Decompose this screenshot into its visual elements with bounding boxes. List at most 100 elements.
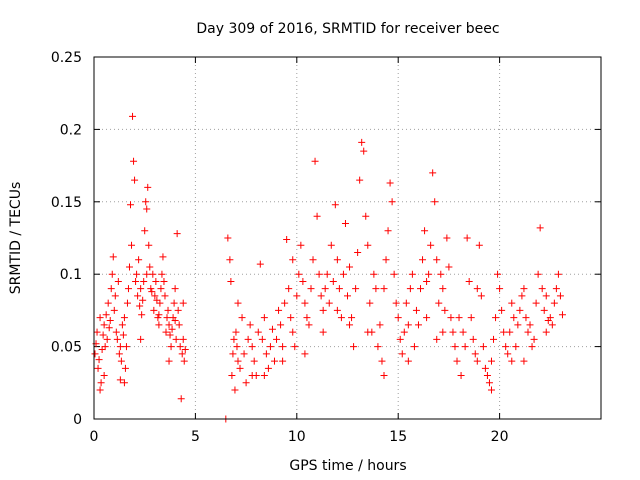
data-point — [155, 321, 163, 329]
data-point — [374, 343, 382, 351]
data-point — [159, 253, 167, 261]
data-point — [301, 299, 309, 307]
x-tick-label: 15 — [389, 429, 407, 445]
data-point — [439, 285, 447, 293]
data-point — [459, 328, 467, 336]
data-point — [234, 299, 242, 307]
data-point — [120, 314, 128, 322]
data-point — [128, 241, 136, 249]
data-point — [356, 176, 364, 184]
data-point — [380, 285, 388, 293]
data-point — [104, 299, 112, 307]
data-point — [364, 241, 372, 249]
data-point — [122, 343, 130, 351]
data-point — [423, 277, 431, 285]
data-point — [228, 372, 236, 380]
data-point — [106, 317, 114, 325]
data-point — [487, 386, 495, 394]
data-point — [386, 179, 394, 187]
data-point — [364, 328, 372, 336]
data-point — [376, 321, 384, 329]
data-point — [98, 345, 106, 353]
data-point — [100, 372, 108, 380]
data-point — [248, 343, 256, 351]
plot-frame — [93, 56, 602, 420]
data-point — [412, 306, 420, 314]
data-point — [164, 306, 172, 314]
data-point — [435, 299, 443, 307]
data-point — [242, 379, 250, 387]
data-point — [179, 335, 187, 343]
data-point — [162, 328, 170, 336]
data-point — [285, 285, 293, 293]
data-point — [181, 345, 189, 353]
data-point — [548, 321, 556, 329]
data-point — [556, 292, 564, 300]
data-point — [268, 325, 276, 333]
data-point — [275, 306, 283, 314]
data-point — [134, 292, 142, 300]
data-point — [303, 314, 311, 322]
y-tick-label: 0.15 — [51, 195, 82, 211]
data-point — [469, 335, 477, 343]
data-point — [398, 350, 406, 358]
data-point — [319, 306, 327, 314]
data-point — [151, 292, 159, 300]
data-point — [234, 357, 242, 365]
data-point — [546, 314, 554, 322]
data-point — [453, 357, 461, 365]
y-tick-label: 0.25 — [51, 50, 82, 66]
data-point — [510, 314, 518, 322]
data-point — [108, 270, 116, 278]
data-point — [390, 270, 398, 278]
data-point — [116, 343, 124, 351]
data-point — [97, 379, 105, 387]
data-point — [224, 234, 232, 242]
data-point — [140, 277, 148, 285]
data-point — [260, 372, 268, 380]
data-point — [273, 335, 281, 343]
data-point — [370, 270, 378, 278]
data-point — [502, 343, 510, 351]
data-point — [492, 314, 500, 322]
data-point — [471, 350, 479, 358]
x-tick-label: 0 — [90, 429, 99, 445]
data-point — [178, 350, 186, 358]
data-point — [143, 205, 151, 213]
data-point — [146, 263, 154, 271]
data-point — [514, 321, 522, 329]
data-point — [427, 241, 435, 249]
data-point — [93, 328, 101, 336]
data-point — [109, 253, 117, 261]
data-point — [131, 176, 139, 184]
data-point — [155, 311, 163, 319]
data-point — [447, 314, 455, 322]
data-point — [532, 299, 540, 307]
data-point — [467, 314, 475, 322]
data-point — [352, 285, 360, 293]
data-point — [262, 350, 270, 358]
data-point — [227, 277, 235, 285]
data-point — [366, 299, 374, 307]
data-point — [299, 277, 307, 285]
data-point — [101, 343, 109, 351]
data-point — [423, 314, 431, 322]
data-point — [154, 314, 162, 322]
data-point — [437, 270, 445, 278]
data-point — [508, 357, 516, 365]
data-point — [333, 256, 341, 264]
data-point — [443, 234, 451, 242]
data-point — [236, 364, 244, 372]
data-point — [542, 292, 550, 300]
data-point — [372, 285, 380, 293]
data-point — [152, 277, 160, 285]
data-point — [404, 357, 412, 365]
data-point — [362, 212, 370, 220]
data-point — [117, 357, 125, 365]
data-point — [498, 306, 506, 314]
data-point — [301, 350, 309, 358]
data-point — [504, 350, 512, 358]
data-point — [378, 357, 386, 365]
data-point — [380, 372, 388, 380]
